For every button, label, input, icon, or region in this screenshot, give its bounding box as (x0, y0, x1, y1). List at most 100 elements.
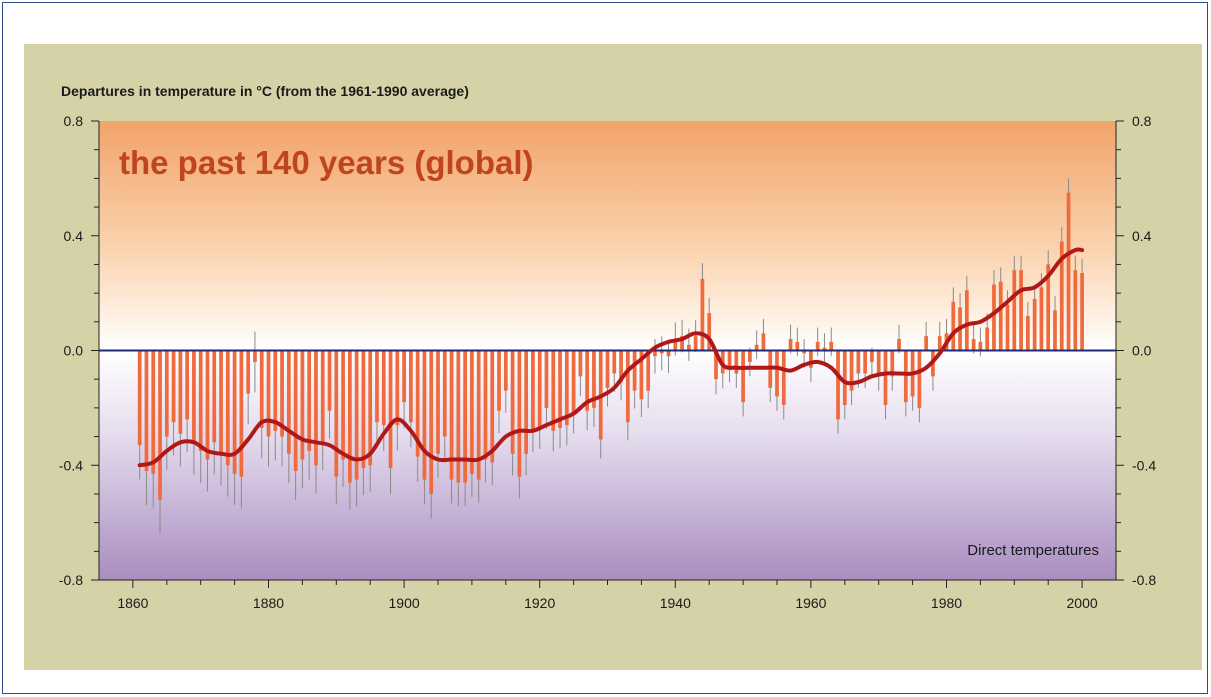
chart-title: the past 140 years (global) (119, 144, 533, 181)
temperature-bar (992, 284, 996, 351)
temperature-bar (314, 350, 318, 466)
temperature-bar (802, 350, 806, 354)
temperature-bar (354, 350, 359, 480)
y-tick-label-left: 0.4 (64, 228, 84, 244)
temperature-bar (829, 341, 834, 351)
temperature-bar (232, 350, 237, 474)
temperature-bar (754, 344, 759, 351)
temperature-bar (971, 339, 976, 351)
temperature-bar (524, 350, 529, 454)
temperature-bar (842, 350, 847, 406)
temperature-bar (537, 350, 542, 428)
temperature-bar (659, 350, 664, 354)
temperature-bar (1032, 298, 1037, 351)
temperature-bar (381, 350, 386, 426)
temperature-bar (639, 350, 644, 400)
x-tick-label: 1940 (660, 595, 691, 611)
temperature-bar (795, 341, 800, 351)
temperature-bar (517, 350, 522, 477)
temperature-bar (361, 350, 366, 469)
temperature-bar (470, 350, 474, 474)
temperature-bar (192, 350, 196, 443)
temperature-bar (347, 350, 352, 483)
temperature-bar (1066, 192, 1071, 351)
temperature-bar (564, 350, 569, 426)
temperature-bar (368, 350, 373, 466)
temperature-bar (748, 350, 752, 362)
temperature-bar (700, 278, 705, 351)
temperature-bar (978, 341, 983, 351)
temperature-bar (686, 344, 691, 351)
temperature-bar (585, 350, 590, 411)
temperature-bar (212, 350, 217, 443)
temperature-bar (619, 350, 623, 383)
temperature-bar (239, 350, 244, 477)
temperature-bar (415, 350, 420, 457)
temperature-bar (483, 350, 488, 460)
chart-panel: Departures in temperature in °C (from th… (24, 44, 1202, 670)
temperature-bar (422, 350, 427, 480)
temperature-bar (1019, 270, 1023, 351)
y-tick-label-left: -0.4 (59, 457, 83, 473)
temperature-bar (178, 350, 183, 434)
temperature-bar (741, 350, 745, 403)
y-axis-label: Departures in temperature in °C (from th… (61, 83, 469, 99)
temperature-bar (436, 350, 440, 454)
temperature-bar (158, 350, 162, 500)
temperature-bar (442, 350, 447, 437)
temperature-bar (924, 336, 929, 351)
temperature-bar (273, 350, 278, 431)
temperature-bar (1012, 270, 1017, 351)
temperature-bar (1053, 310, 1057, 351)
temperature-bar (402, 350, 406, 403)
temperature-bar (151, 350, 156, 474)
temperature-bar (544, 350, 549, 408)
temperature-bar (395, 350, 400, 426)
temperature-bar (476, 350, 481, 480)
temperature-bar (714, 350, 718, 380)
temperature-bar (286, 350, 291, 454)
temperature-bar (856, 350, 861, 374)
temperature-bar (666, 350, 671, 357)
y-tick-label-left: 0.8 (64, 113, 84, 129)
temperature-bar (551, 350, 556, 431)
temperature-bar (375, 350, 379, 423)
temperature-bar (964, 290, 969, 351)
temperature-bar (185, 350, 190, 420)
smoothed-line-group (137, 247, 1085, 468)
temperature-bar (809, 350, 813, 368)
temperature-bar (164, 350, 169, 437)
temperature-bar (503, 350, 508, 391)
x-tick-label: 2000 (1067, 595, 1098, 611)
temperature-bar (280, 350, 284, 437)
temperature-bar (307, 350, 312, 451)
temperature-bar (937, 336, 942, 351)
temperature-bar (775, 350, 779, 397)
x-tick-label: 1920 (524, 595, 555, 611)
temperature-bar (592, 350, 596, 408)
temperature-bar (429, 350, 434, 494)
temperature-bar (1039, 287, 1044, 351)
temperature-bar (571, 350, 576, 414)
temperature-bar (903, 350, 908, 403)
temperature-bar (463, 350, 467, 483)
temperature-bar (632, 350, 637, 391)
temperature-bar (815, 341, 820, 351)
temperature-bar (680, 336, 684, 351)
temperature-bar (917, 350, 922, 408)
temperature-bar (870, 350, 874, 362)
temperature-bar (219, 350, 223, 454)
temperature-bar (225, 350, 230, 466)
temperature-bar (781, 350, 786, 406)
temperature-bar (1073, 270, 1078, 351)
y-tick-label-left: -0.8 (59, 572, 83, 588)
y-tick-label-right: -0.4 (1132, 457, 1156, 473)
temperature-bar (510, 350, 515, 454)
temperature-bar (693, 336, 698, 351)
temperature-bar (320, 350, 325, 443)
temperature-bar (341, 350, 345, 460)
temperature-bar (822, 347, 827, 351)
y-tick-label-right: 0.8 (1132, 113, 1152, 129)
temperature-bar (673, 339, 678, 351)
temperature-bar (293, 350, 298, 471)
